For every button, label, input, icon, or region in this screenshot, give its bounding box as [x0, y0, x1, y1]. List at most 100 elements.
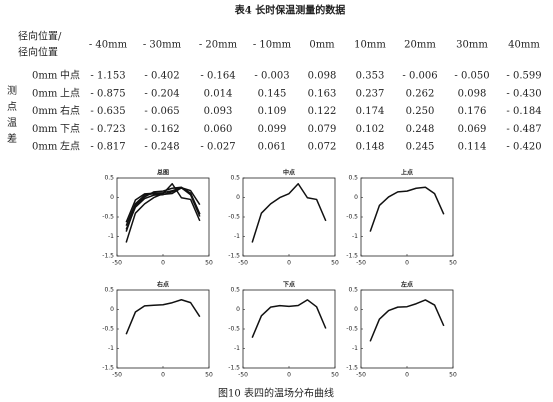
column-header: 30mm [456, 40, 488, 51]
x-tick-label: 0 [287, 260, 291, 267]
row-name: 中点 [60, 69, 80, 82]
cell: - 0.050 [454, 71, 489, 82]
corner-label: 径向位置/ [18, 30, 62, 43]
cell: 0.060 [204, 124, 233, 135]
y-tick-label: 0 [236, 306, 240, 313]
y-tick-label: 0.5 [230, 287, 240, 294]
cell: - 1.153 [90, 71, 125, 82]
x-tick-label: 50 [449, 260, 457, 267]
cell: 0.262 [406, 88, 435, 99]
cell: - 0.723 [90, 124, 125, 135]
y-tick-label: 0.5 [348, 175, 358, 182]
cell: - 0.027 [200, 142, 235, 153]
y-tick-label: 0.5 [348, 287, 358, 294]
cell: 0.102 [356, 124, 385, 135]
x-tick-label: -50 [356, 260, 366, 267]
x-tick-label: 0 [405, 372, 409, 379]
cell: 0.072 [308, 142, 337, 153]
y-tick-label: -1 [352, 345, 358, 352]
x-tick-label: 0 [161, 260, 165, 267]
corner-label: 径向位置 [18, 46, 58, 59]
row-position: 0mm [32, 124, 58, 135]
y-tick-label: -0.5 [228, 326, 240, 333]
y-tick-label: 0 [110, 194, 114, 201]
y-tick-label: 0 [354, 194, 358, 201]
plot-frame [242, 177, 336, 257]
y-tick-label: -1 [234, 345, 240, 352]
cell: 0.174 [356, 106, 385, 117]
chart-title: 中点 [283, 169, 295, 177]
cell: 0.122 [308, 106, 337, 117]
chart-title: 总图 [157, 169, 169, 177]
y-tick-label: 0 [110, 306, 114, 313]
y-tick-label: -0.5 [346, 326, 358, 333]
cell: - 0.402 [144, 71, 179, 82]
x-tick-label: -50 [112, 260, 122, 267]
y-tick-label: -0.5 [102, 214, 114, 221]
cell: 0.145 [258, 88, 287, 99]
cell: 0.237 [356, 88, 385, 99]
y-tick-label: 0 [354, 306, 358, 313]
column-header: 10mm [354, 40, 386, 51]
cell: 0.061 [258, 142, 287, 153]
cell: 0.098 [308, 71, 337, 82]
row-name: 左点 [60, 140, 80, 153]
y-tick-label: 0.5 [230, 175, 240, 182]
row-name: 右点 [60, 104, 80, 117]
y-tick-label: -1 [352, 233, 358, 240]
cell: 0.148 [356, 142, 385, 153]
row-name: 上点 [60, 87, 80, 99]
y-tick-label: -1 [108, 233, 114, 240]
cell: 0.069 [458, 124, 487, 135]
data-line [125, 187, 201, 230]
chart-title: 右点 [156, 281, 169, 289]
cell: - 0.184 [506, 106, 541, 117]
x-tick-label: 0 [287, 372, 291, 379]
y-tick-label: 0.5 [104, 287, 114, 294]
cell: - 0.599 [506, 71, 541, 82]
cell: 0.250 [406, 106, 435, 117]
column-header: - 20mm [199, 40, 238, 51]
row-position: 0mm [32, 106, 58, 117]
row-position: 0mm [32, 142, 58, 153]
cell: 0.099 [258, 124, 287, 135]
data-line [251, 299, 327, 338]
column-header: - 40mm [89, 40, 128, 51]
y-tick-label: 0 [236, 194, 240, 201]
cell: 0.079 [308, 124, 337, 135]
x-tick-label: 0 [405, 260, 409, 267]
cell: - 0.162 [144, 124, 179, 135]
cell: - 0.487 [506, 124, 541, 135]
y-tick-label: -1.5 [346, 365, 358, 372]
x-tick-label: 50 [449, 372, 457, 379]
y-tick-label: -1.5 [102, 365, 114, 372]
y-tick-label: -1.5 [228, 253, 240, 260]
cell: 0.098 [458, 88, 487, 99]
plot-frame [242, 289, 336, 369]
row-position: 0mm [32, 71, 58, 82]
column-header: - 10mm [253, 40, 292, 51]
y-tick-label: 0.5 [104, 175, 114, 182]
column-header: - 30mm [143, 40, 182, 51]
cell: - 0.430 [506, 88, 541, 99]
cell: 0.248 [406, 124, 435, 135]
y-tick-label: -0.5 [102, 326, 114, 333]
cell: - 0.065 [144, 106, 179, 117]
cell: 0.245 [406, 142, 435, 153]
x-tick-label: -50 [112, 372, 122, 379]
cell: 0.093 [204, 106, 233, 117]
chart-title: 左点 [400, 281, 413, 289]
y-tick-label: -1 [234, 233, 240, 240]
x-tick-label: -50 [238, 260, 248, 267]
cell: 0.114 [458, 142, 487, 153]
figure-caption: 图10 表四的温场分布曲线 [218, 387, 334, 400]
plot-frame [116, 289, 210, 369]
x-tick-label: 50 [205, 260, 213, 267]
x-tick-label: 50 [331, 372, 339, 379]
row-name: 下点 [60, 123, 80, 135]
table-title: 表4 长时保温测量的数据 [234, 4, 345, 17]
column-header: 0mm [309, 40, 335, 51]
column-header: 40mm [508, 40, 540, 51]
